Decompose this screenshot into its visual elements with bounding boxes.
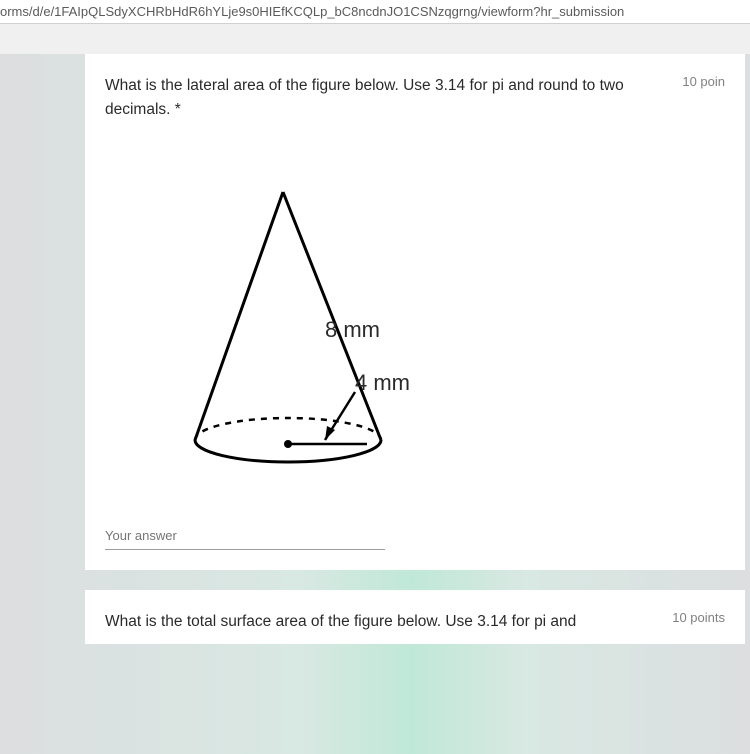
points-label: 10 poin xyxy=(682,74,725,89)
radius-label: 4 mm xyxy=(355,370,410,395)
question-card-2: What is the total surface area of the fi… xyxy=(85,590,745,644)
url-text: orms/d/e/1FAIpQLSdyXCHRbHdR6hYLje9s0HIEf… xyxy=(0,4,624,19)
question-header: What is the total surface area of the fi… xyxy=(105,610,725,634)
answer-input[interactable] xyxy=(105,522,385,550)
cone-figure: 8 mm 4 mm xyxy=(165,182,445,492)
cone-svg: 8 mm 4 mm xyxy=(165,182,445,492)
points-label: 10 points xyxy=(672,610,725,625)
slant-label: 8 mm xyxy=(325,317,380,342)
question-header: What is the lateral area of the figure b… xyxy=(105,74,725,122)
toolbar-spacer xyxy=(0,24,750,54)
form-background: What is the lateral area of the figure b… xyxy=(0,54,750,754)
question-text: What is the total surface area of the fi… xyxy=(105,610,576,634)
browser-url-bar[interactable]: orms/d/e/1FAIpQLSdyXCHRbHdR6hYLje9s0HIEf… xyxy=(0,0,750,24)
question-card-1: What is the lateral area of the figure b… xyxy=(85,54,745,570)
question-text: What is the lateral area of the figure b… xyxy=(105,74,645,122)
answer-row xyxy=(105,522,725,550)
